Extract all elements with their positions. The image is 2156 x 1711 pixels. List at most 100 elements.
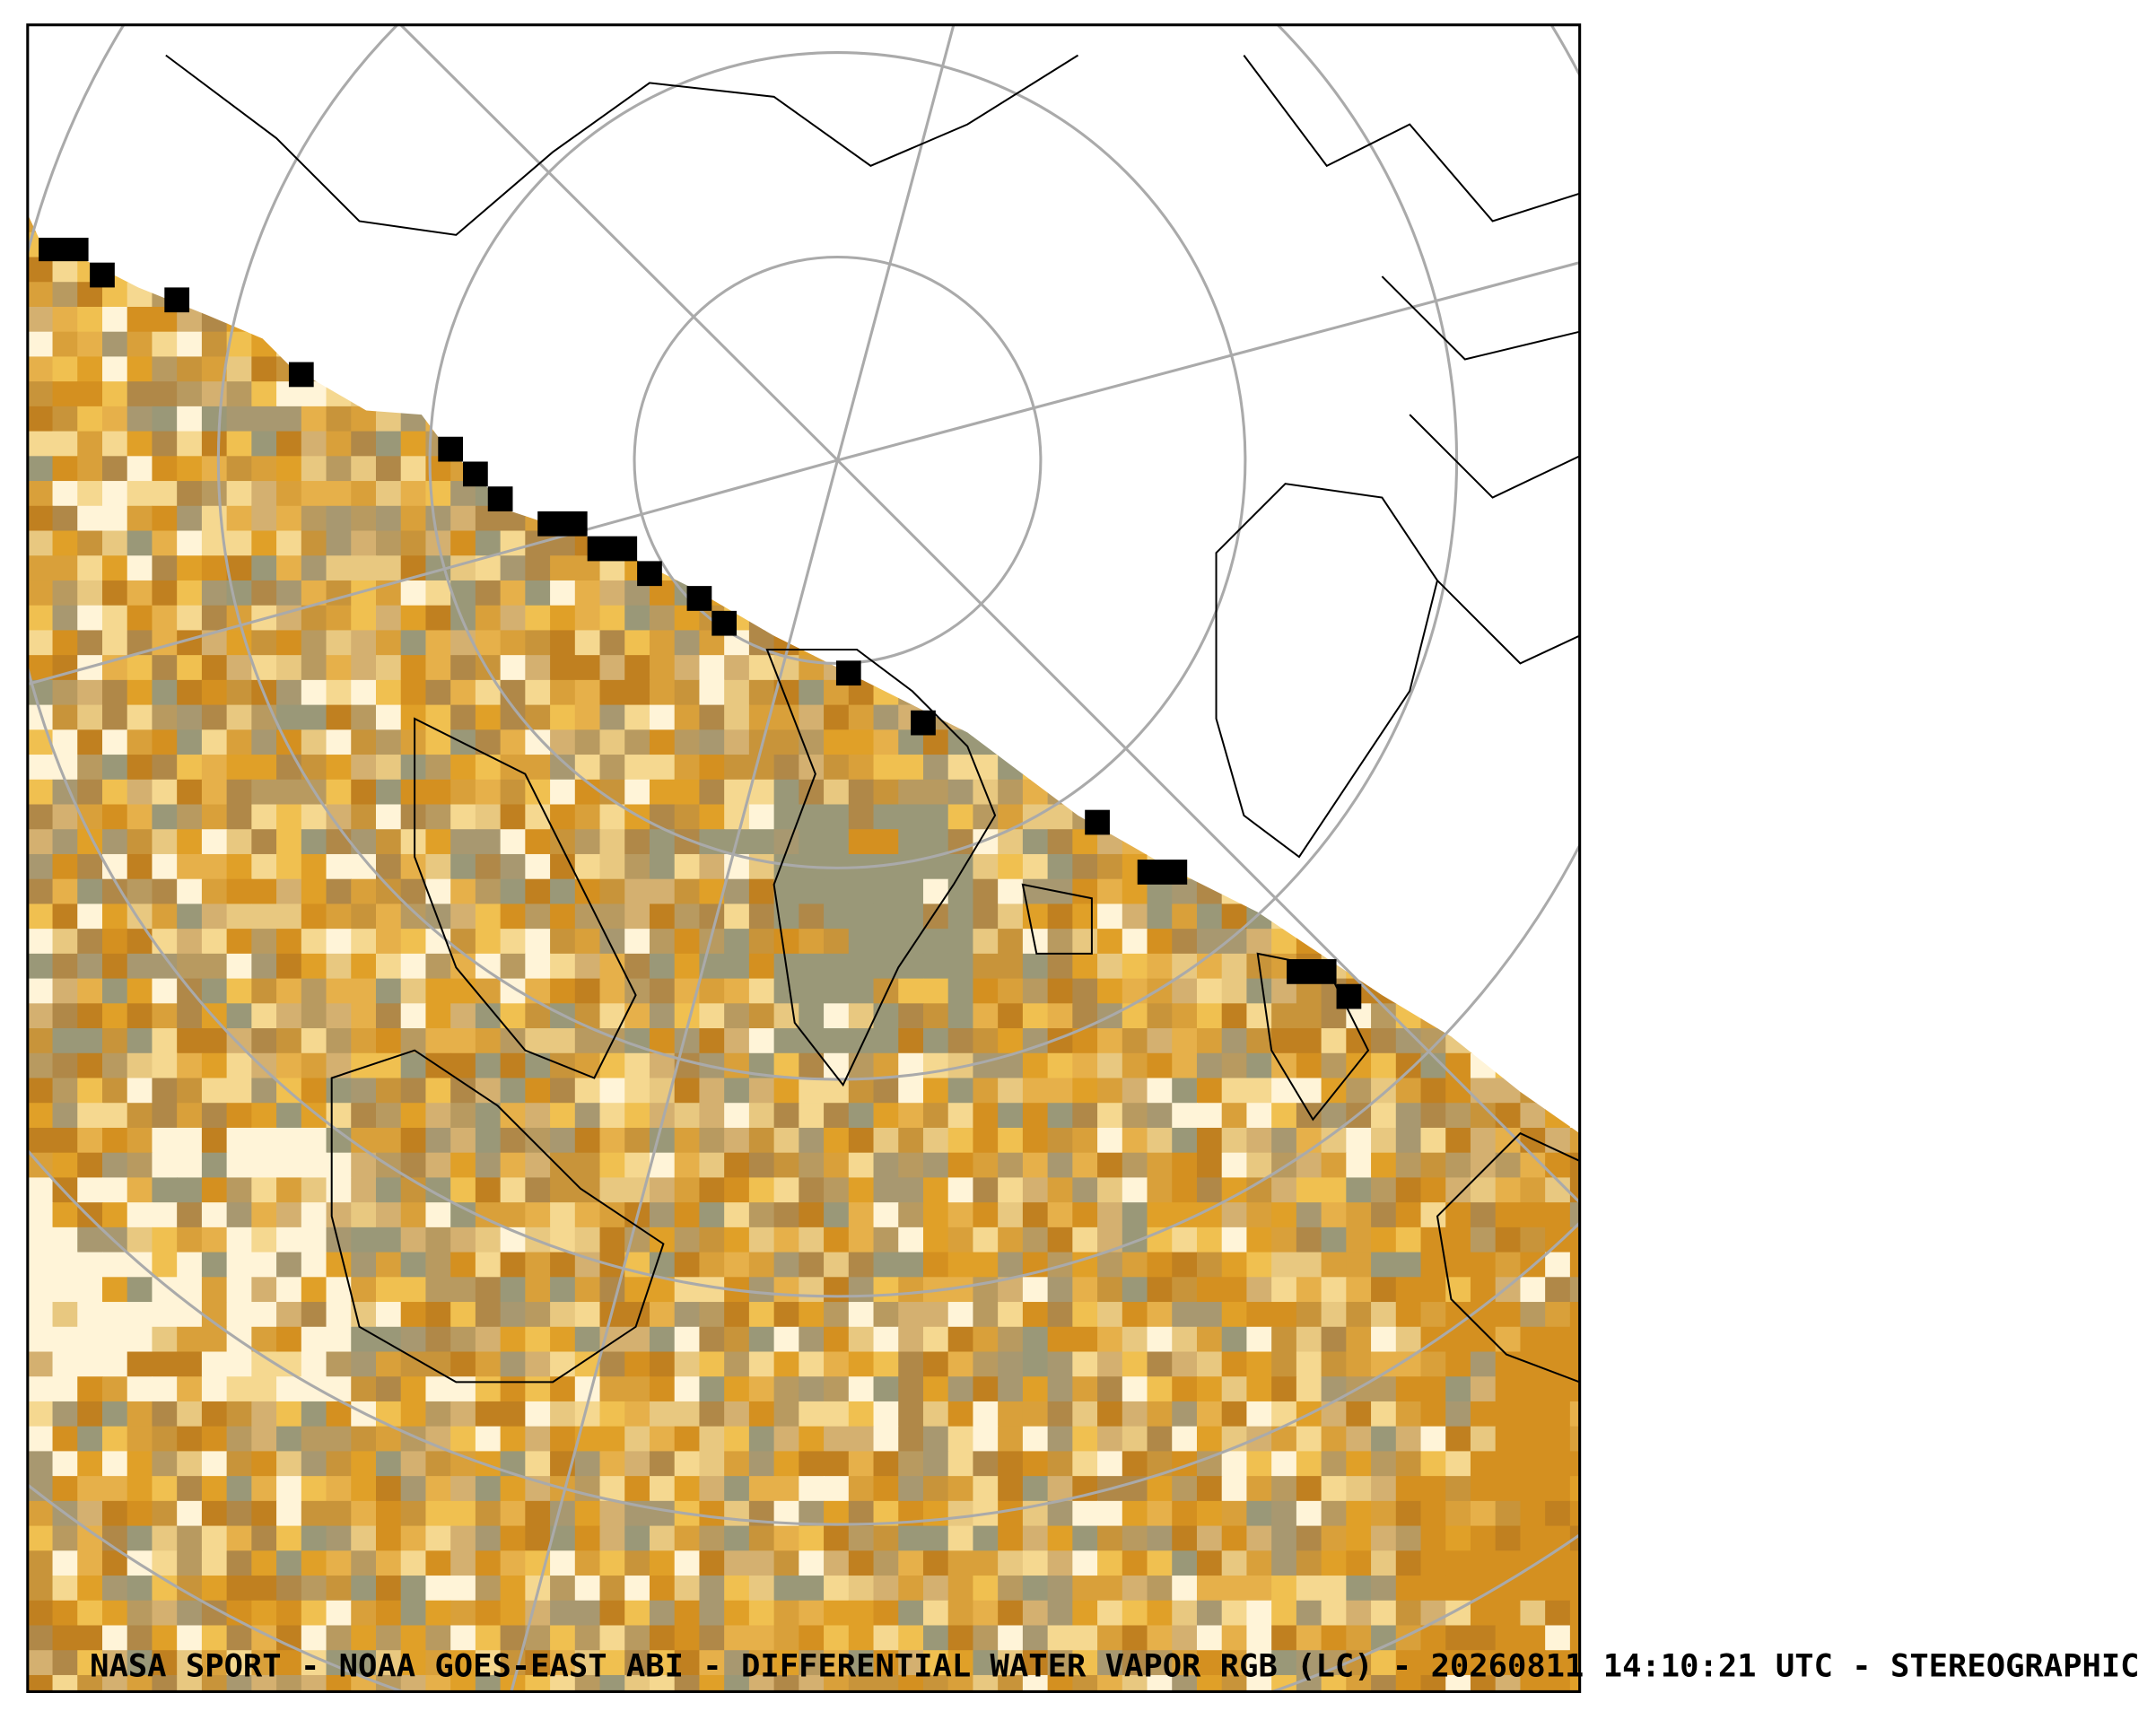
imagery-pixel — [475, 978, 502, 1005]
imagery-pixel — [624, 1351, 650, 1377]
imagery-pixel — [77, 978, 103, 1005]
imagery-pixel — [973, 1451, 999, 1477]
imagery-pixel — [425, 1674, 451, 1692]
imagery-pixel — [1246, 1625, 1272, 1651]
imagery-pixel — [52, 1277, 79, 1303]
imagery-pixel — [101, 1028, 128, 1054]
imagery-pixel — [400, 1277, 427, 1303]
imagery-pixel — [1470, 1252, 1497, 1279]
imagery-pixel — [574, 1625, 601, 1651]
imagery-pixel — [998, 1103, 1024, 1129]
imagery-pixel — [450, 530, 476, 557]
imagery-pixel — [599, 804, 626, 831]
imagery-pixel — [152, 1476, 178, 1502]
imagery-pixel — [400, 1401, 427, 1427]
imagery-pixel — [1271, 1103, 1297, 1129]
imagery-pixel — [898, 804, 924, 831]
imagery-pixel — [1271, 1476, 1297, 1502]
imagery-pixel — [624, 1625, 650, 1651]
imagery-pixel — [500, 679, 527, 706]
imagery-pixel — [674, 1227, 701, 1253]
imagery-pixel — [1545, 1401, 1571, 1427]
imagery-pixel — [251, 1103, 277, 1129]
imagery-pixel — [848, 1600, 875, 1627]
imagery-pixel — [1147, 1600, 1174, 1627]
imagery-pixel — [699, 904, 725, 930]
imagery-pixel — [873, 1152, 900, 1179]
imagery-pixel — [276, 1003, 302, 1029]
imagery-pixel — [77, 1500, 103, 1527]
imagery-pixel — [1520, 1600, 1546, 1627]
imagery-pixel — [425, 1127, 451, 1154]
imagery-pixel — [947, 1426, 974, 1453]
imagery-pixel — [1520, 1302, 1546, 1328]
imagery-pixel — [574, 729, 601, 755]
imagery-pixel — [201, 1625, 228, 1651]
imagery-pixel — [201, 1576, 228, 1602]
imagery-pixel — [998, 1028, 1024, 1054]
imagery-pixel — [276, 456, 302, 482]
imagery-pixel — [52, 1451, 79, 1477]
imagery-pixel — [375, 1177, 402, 1203]
imagery-pixel — [177, 829, 203, 855]
imagery-pixel — [574, 978, 601, 1005]
imagery-pixel — [1122, 1227, 1148, 1253]
imagery-pixel — [550, 878, 576, 905]
imagery-pixel — [1022, 1525, 1049, 1552]
imagery-pixel — [375, 1003, 402, 1029]
imagery-pixel — [1296, 1103, 1322, 1129]
imagery-pixel — [77, 729, 103, 755]
imagery-pixel — [400, 1525, 427, 1552]
imagery-pixel — [52, 356, 79, 382]
imagery-pixel — [674, 630, 701, 656]
imagery-pixel — [251, 406, 277, 432]
imagery-pixel — [699, 1003, 725, 1029]
imagery-pixel — [824, 1227, 850, 1253]
imagery-pixel — [475, 1052, 502, 1079]
imagery-pixel — [475, 804, 502, 831]
imagery-pixel — [674, 1326, 701, 1353]
imagery-pixel — [77, 505, 103, 532]
imagery-pixel — [301, 953, 327, 980]
imagery-pixel — [400, 1674, 427, 1692]
imagery-pixel — [351, 679, 377, 706]
imagery-pixel — [947, 1227, 974, 1253]
imagery-pixel — [699, 779, 725, 806]
imagery-pixel — [450, 1127, 476, 1154]
imagery-pixel — [450, 929, 476, 955]
imagery-pixel — [1470, 1525, 1497, 1552]
imagery-pixel — [848, 1028, 875, 1054]
imagery-pixel — [400, 804, 427, 831]
imagery-pixel — [177, 1376, 203, 1402]
imagery-pixel — [1122, 1028, 1148, 1054]
imagery-pixel — [574, 1152, 601, 1179]
imagery-pixel — [674, 1650, 701, 1676]
imagery-pixel — [1395, 1103, 1422, 1129]
imagery-pixel — [799, 1351, 825, 1377]
imagery-pixel — [1097, 1674, 1123, 1692]
imagery-pixel — [1420, 1451, 1447, 1477]
imagery-pixel — [873, 1525, 900, 1552]
imagery-pixel — [52, 406, 79, 432]
imagery-pixel — [1520, 1127, 1546, 1154]
imagery-pixel — [152, 1451, 178, 1477]
imagery-pixel — [799, 1202, 825, 1228]
imagery-pixel — [699, 1127, 725, 1154]
imagery-pixel — [177, 1028, 203, 1054]
imagery-pixel — [276, 1576, 302, 1602]
imagery-pixel — [326, 904, 353, 930]
imagery-pixel — [1296, 1277, 1322, 1303]
imagery-pixel — [699, 1600, 725, 1627]
imagery-pixel — [301, 1078, 327, 1104]
imagery-pixel — [1072, 1227, 1098, 1253]
imagery-pixel — [177, 530, 203, 557]
imagery-pixel — [27, 530, 54, 557]
imagery-pixel — [177, 555, 203, 581]
imagery-pixel — [177, 729, 203, 755]
imagery-pixel — [226, 1028, 253, 1054]
imagery-pixel — [1196, 1103, 1223, 1129]
imagery-pixel — [251, 431, 277, 458]
imagery-pixel — [748, 1227, 775, 1253]
imagery-pixel — [177, 929, 203, 955]
imagery-pixel — [1221, 1500, 1248, 1527]
